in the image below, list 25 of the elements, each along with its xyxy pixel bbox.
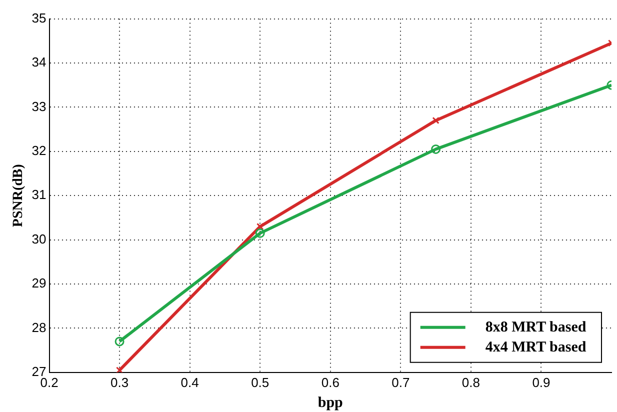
y-tick-label: 34	[32, 54, 46, 70]
y-tick-label: 35	[32, 10, 46, 26]
point	[256, 222, 264, 230]
point	[432, 116, 440, 124]
x-tick-label: 0.9	[532, 374, 550, 390]
y-tick-label: 33	[32, 98, 46, 114]
y-tick-label: 28	[32, 320, 46, 335]
x-tick-label: 0.3	[110, 374, 129, 390]
x-tick-label: 0.7	[392, 374, 410, 390]
y-tick-label: 29	[32, 276, 46, 291]
y-tick-label: 30	[32, 231, 46, 246]
x-tick-label: 0.4	[180, 374, 199, 390]
point	[255, 228, 265, 238]
legend-label: 4x4 MRT based	[485, 339, 587, 356]
y-tick-label: 31	[32, 187, 46, 202]
legend-label: 8x8 MRT based	[485, 319, 587, 336]
x-tick-label: 0.6	[321, 374, 340, 390]
x-axis-title: bpp	[318, 394, 343, 411]
point	[116, 366, 124, 372]
y-axis-title: PSNR(dB)	[11, 164, 26, 228]
y-tick-label: 32	[32, 142, 46, 158]
point	[114, 336, 124, 346]
point	[431, 144, 441, 154]
x-tick-label: 0.5	[251, 374, 270, 390]
x-tick-label: 0.8	[462, 374, 480, 390]
